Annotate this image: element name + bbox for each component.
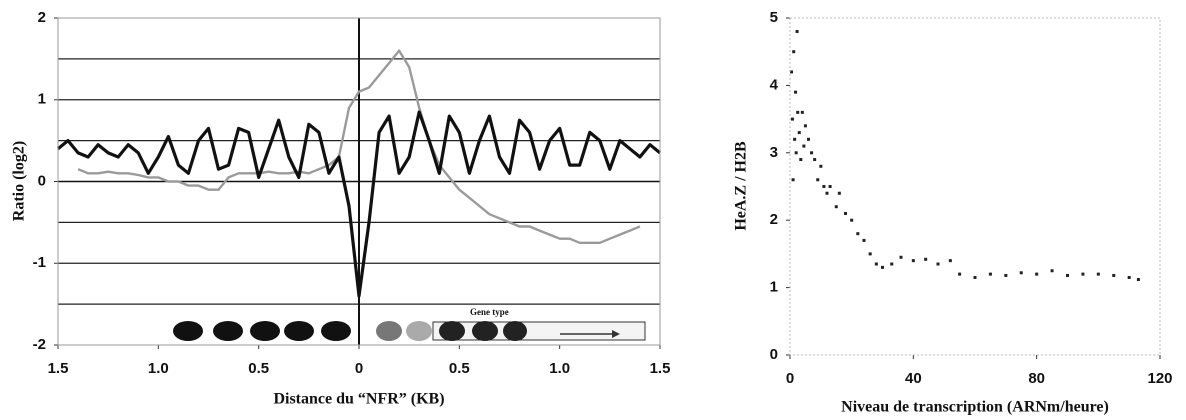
- point: [790, 70, 794, 74]
- point: [1019, 271, 1023, 275]
- y-tick-label: 2: [38, 9, 46, 26]
- nucleosome: [173, 321, 203, 341]
- point: [803, 124, 807, 128]
- point: [813, 158, 817, 162]
- point: [819, 164, 823, 168]
- nucleosome: [439, 321, 465, 341]
- point: [795, 29, 799, 33]
- y-tick-label: -1: [33, 254, 46, 271]
- point: [802, 144, 806, 148]
- nucleosome: [250, 321, 280, 341]
- point: [816, 178, 820, 182]
- point: [899, 255, 903, 259]
- nucleosome: [376, 321, 402, 341]
- point: [1112, 273, 1116, 277]
- point: [799, 158, 803, 162]
- y-tick-label: 2: [770, 211, 778, 228]
- point: [1035, 272, 1039, 276]
- point: [797, 131, 801, 135]
- point: [1004, 273, 1008, 277]
- point: [862, 238, 866, 242]
- x-tick-label: 1.0: [549, 360, 570, 377]
- point: [807, 137, 810, 141]
- x-axis-title: Niveau de transcription (ARNm/heure): [841, 399, 1109, 416]
- point: [822, 185, 826, 188]
- point: [828, 185, 832, 188]
- point: [794, 90, 798, 94]
- x-tick-label: 120: [1147, 370, 1172, 387]
- y-tick-label: -2: [33, 336, 46, 353]
- nucleosome: [406, 321, 432, 341]
- point: [936, 262, 940, 266]
- point: [988, 272, 992, 276]
- y-tick-label: 1: [38, 91, 46, 108]
- point: [837, 191, 841, 195]
- point: [874, 262, 878, 266]
- series-line: [77, 49, 641, 244]
- nucleosome: [213, 321, 243, 341]
- point: [796, 110, 800, 114]
- x-tick-label: 0.5: [248, 360, 269, 377]
- x-tick-label: 40: [905, 370, 922, 387]
- y-tick-label: 0: [770, 346, 778, 363]
- y-tick-label: 5: [770, 9, 778, 26]
- y-axis-title: HeA.Z / H2B: [733, 141, 750, 231]
- point: [834, 205, 838, 209]
- point: [850, 218, 854, 222]
- x-tick-label: 0.5: [449, 360, 470, 377]
- y-tick-label: 3: [770, 144, 778, 161]
- point: [911, 259, 915, 263]
- point: [1050, 269, 1054, 273]
- point: [810, 151, 814, 155]
- gene-arrow-head: [612, 330, 620, 338]
- point: [924, 257, 928, 261]
- x-tick-label: 1.0: [148, 360, 169, 377]
- point: [890, 262, 894, 266]
- plot-frame: [789, 17, 1161, 356]
- point: [800, 110, 804, 114]
- y-tick-label: 4: [770, 76, 779, 93]
- point: [958, 272, 962, 276]
- point: [1127, 275, 1131, 279]
- x-tick-label: 0: [355, 360, 363, 377]
- plot-layer: [54, 17, 1161, 359]
- x-tick-label: 80: [1028, 370, 1045, 387]
- x-tick-label: 1.5: [48, 360, 69, 377]
- y-tick-label: 1: [770, 279, 778, 296]
- plot-frame: [57, 17, 661, 346]
- point: [794, 151, 798, 155]
- point: [791, 178, 795, 182]
- point: [792, 50, 796, 54]
- point: [1066, 273, 1069, 277]
- x-axis-title: Distance du “NFR” (KB): [273, 391, 444, 408]
- point: [881, 265, 884, 269]
- nucleosome: [321, 321, 351, 341]
- point: [868, 252, 872, 256]
- x-tick-label: 0: [786, 370, 794, 387]
- nucleosomes: Gene type: [173, 307, 646, 341]
- point: [790, 117, 794, 121]
- point: [1096, 272, 1100, 276]
- point: [793, 137, 797, 141]
- point: [844, 211, 847, 215]
- nucleosome: [472, 321, 498, 341]
- x-tick-label: 1.5: [650, 360, 671, 377]
- point: [948, 259, 952, 263]
- point: [856, 232, 860, 236]
- annotation: Gene type: [470, 307, 509, 317]
- y-tick-label: 0: [38, 172, 46, 189]
- series-line: [56, 110, 662, 298]
- y-axis-title: Ratio (log2): [11, 141, 28, 221]
- nucleosome: [503, 321, 527, 341]
- point: [1136, 278, 1140, 282]
- point: [973, 275, 977, 279]
- point: [825, 191, 829, 195]
- point: [1081, 272, 1085, 276]
- nucleosome: [284, 321, 314, 341]
